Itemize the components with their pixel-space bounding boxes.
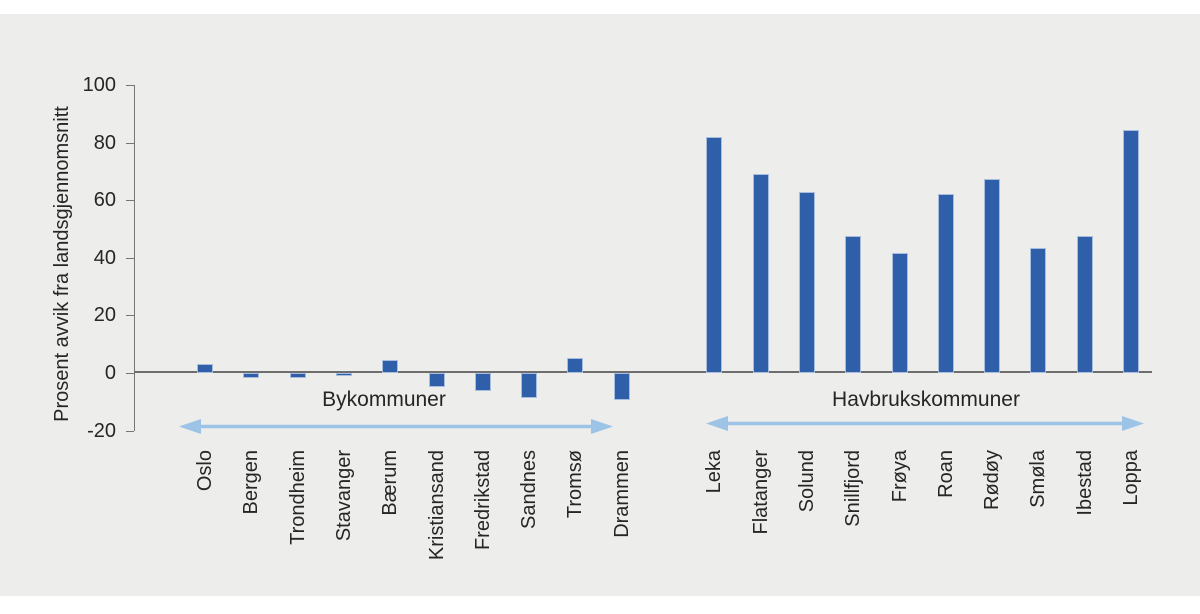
category-label: Flatanger bbox=[749, 450, 772, 535]
bar bbox=[891, 253, 908, 373]
y-tick-label: 40 bbox=[93, 246, 116, 269]
y-tick-label: 100 bbox=[82, 74, 116, 96]
bar bbox=[474, 373, 491, 391]
bar bbox=[197, 364, 213, 373]
y-tick-label: -20 bbox=[87, 419, 116, 442]
bar bbox=[706, 136, 723, 373]
group-label-havbrukskommuner: Havbrukskommuner bbox=[832, 388, 1020, 411]
y-tick-mark bbox=[126, 200, 134, 202]
category-label: Sandnes bbox=[518, 450, 541, 529]
y-tick-mark bbox=[126, 142, 134, 144]
bar bbox=[937, 194, 954, 373]
category-label: Kristiansand bbox=[425, 450, 448, 561]
chart-panel: Prosent avvik fra landsgjennomsnitt 100 8… bbox=[0, 14, 1200, 596]
bar bbox=[335, 373, 352, 376]
category-label: Frøya bbox=[888, 450, 911, 503]
category-label: Stavanger bbox=[332, 450, 355, 542]
y-tick-mark bbox=[126, 315, 134, 317]
y-tick-mark bbox=[126, 85, 134, 86]
bar bbox=[845, 236, 862, 373]
y-tick-label: 80 bbox=[93, 131, 116, 154]
bar bbox=[243, 373, 260, 379]
zero-baseline bbox=[134, 371, 1152, 373]
y-tick-label: 20 bbox=[93, 304, 116, 327]
y-tick-label: 0 bbox=[104, 362, 116, 384]
y-tick-mark bbox=[126, 430, 134, 432]
bar bbox=[1076, 236, 1093, 373]
bar bbox=[613, 373, 630, 401]
category-label: Solund bbox=[795, 450, 818, 513]
category-label: Leka bbox=[703, 450, 726, 494]
category-label: Snillfjord bbox=[842, 450, 865, 527]
group-label-bykommuner: Bykommuner bbox=[322, 388, 446, 411]
bar bbox=[1123, 129, 1139, 373]
category-label: Rødøy bbox=[981, 450, 1004, 510]
bar bbox=[521, 373, 538, 398]
category-label: Fredrikstad bbox=[471, 450, 494, 551]
bar bbox=[752, 174, 769, 373]
bar bbox=[984, 178, 1001, 373]
category-label: Trondheim bbox=[286, 450, 309, 545]
y-tick-mark bbox=[126, 257, 134, 259]
category-label: Loppa bbox=[1120, 450, 1142, 506]
category-label: Bærum bbox=[379, 450, 402, 516]
y-tick-label: 60 bbox=[93, 189, 116, 212]
double-arrow-icon bbox=[179, 419, 613, 434]
category-label: Ibestad bbox=[1073, 450, 1096, 516]
bar bbox=[289, 373, 306, 378]
bar bbox=[798, 191, 815, 373]
double-arrow-icon bbox=[706, 416, 1144, 431]
bar bbox=[428, 373, 445, 388]
category-label: Smøla bbox=[1027, 450, 1050, 508]
y-tick-mark bbox=[126, 373, 134, 374]
category-label: Drammen bbox=[610, 450, 633, 538]
bar bbox=[382, 360, 399, 373]
bar bbox=[1030, 247, 1047, 373]
category-label: Roan bbox=[934, 450, 957, 498]
category-label: Bergen bbox=[240, 450, 263, 515]
category-label: Oslo bbox=[194, 450, 216, 492]
bar bbox=[567, 357, 584, 373]
category-label: Tromsø bbox=[564, 450, 587, 519]
y-axis-line bbox=[134, 85, 135, 431]
